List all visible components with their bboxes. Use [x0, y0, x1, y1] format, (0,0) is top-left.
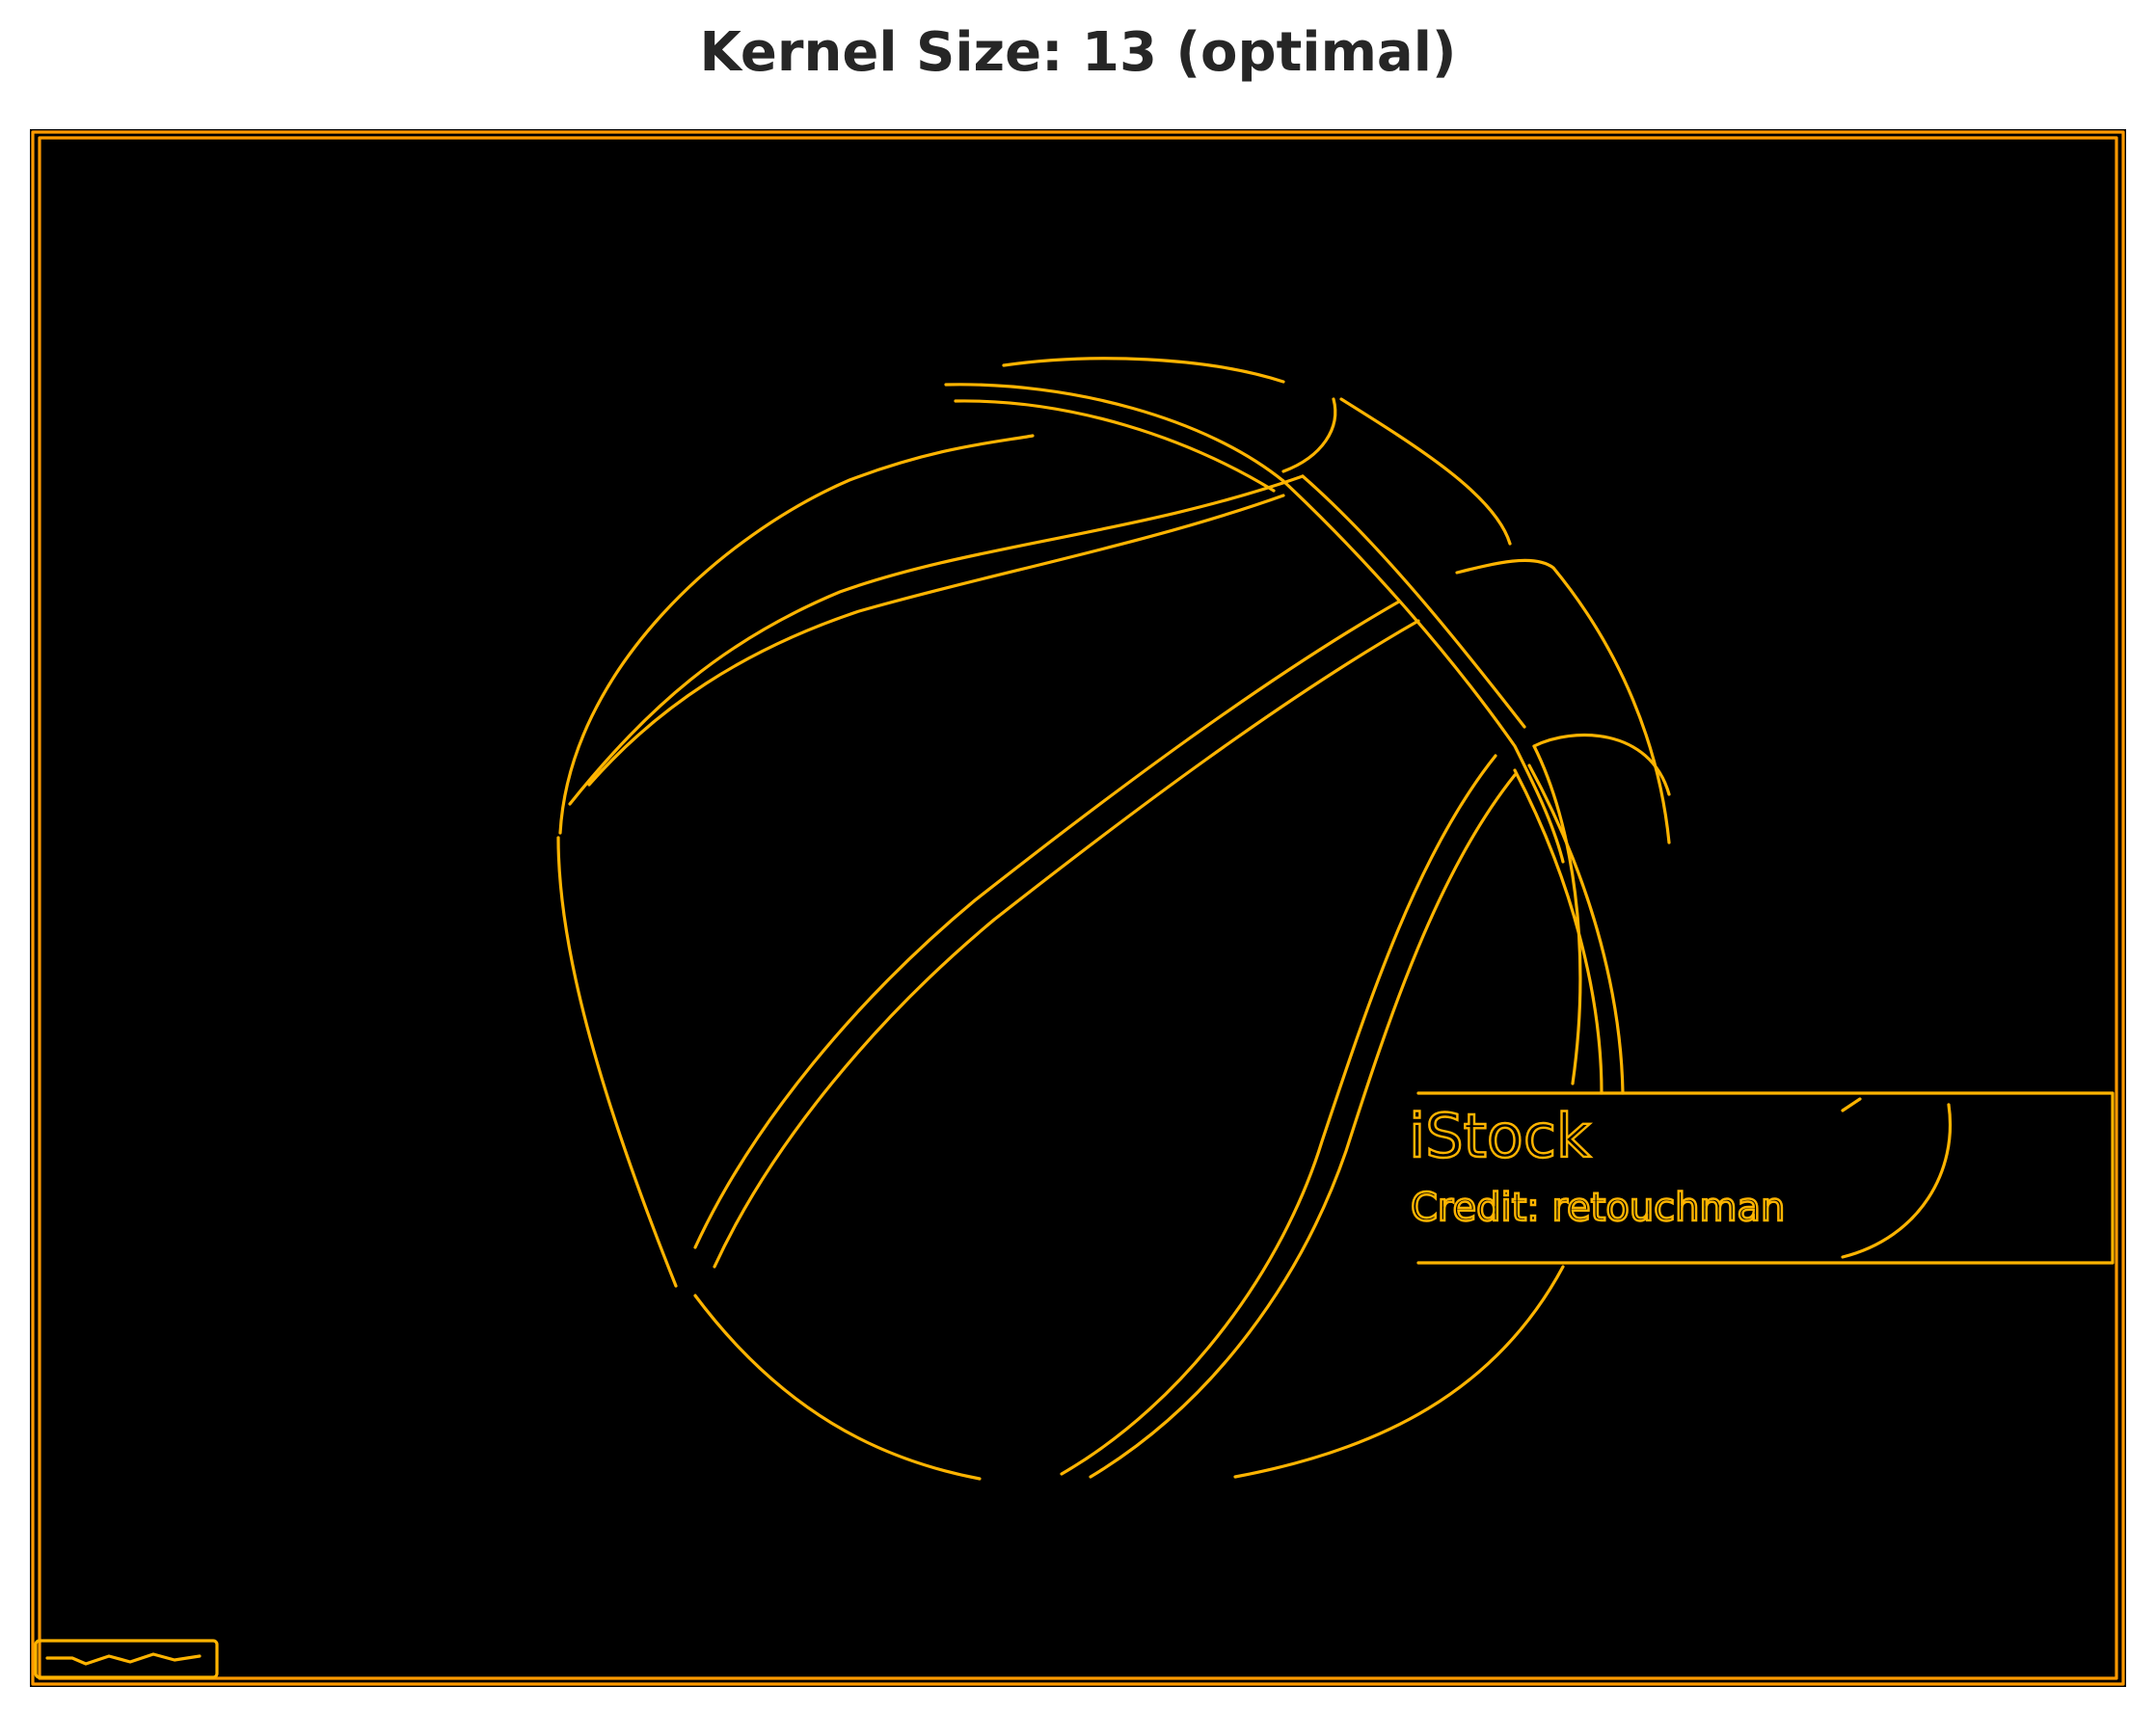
watermark-banner-hook [1841, 1097, 1862, 1112]
seam-lower-s-curve-a [1060, 754, 1497, 1476]
seam-upper-right-curve [1455, 558, 1671, 844]
seam-vertical-mid-b [1301, 474, 1526, 729]
seam-vertical-mid [1281, 479, 1565, 864]
edge-lines [31, 130, 2125, 1686]
watermark-banner-edge [1416, 1091, 2115, 1265]
seam-right-arc [1532, 733, 1671, 796]
figure-title: Kernel Size: 13 (optimal) [699, 21, 1457, 84]
seam-diagonal-upper [693, 600, 1401, 1249]
seam-left-band-b [587, 494, 1285, 787]
edge-detection-image: iStock Credit: retouchman [30, 129, 2126, 1687]
seam-top-curve-b [954, 399, 1276, 493]
ball-outline-right [1532, 744, 1582, 1085]
image-border-edge [31, 130, 2125, 1686]
ball-outline-bottom-right [1233, 1265, 1565, 1479]
corner-stamp-edge [34, 1639, 219, 1679]
seam-diagonal-lower [713, 619, 1420, 1269]
seam-right-vertical-b [1527, 763, 1625, 1095]
ball-outline-upper-left [558, 434, 1035, 835]
watermark-banner-curve [1841, 1103, 1953, 1259]
image-inner-border-edge [38, 136, 2118, 1680]
edge-map: iStock Credit: retouchman [31, 130, 2125, 1686]
seam-left-band-a [568, 474, 1305, 806]
watermark-brand-edge: iStock [1409, 1101, 1591, 1171]
watermark-credit-edge: Credit: retouchman [1411, 1186, 1785, 1230]
seam-lower-s-curve-b [1089, 773, 1517, 1479]
seam-top-curve-a [944, 383, 1285, 483]
ball-outline-left [556, 836, 678, 1288]
ball-outline-top-right [1339, 397, 1512, 546]
seam-right-vertical [1513, 768, 1604, 1095]
ball-outline-top [1002, 357, 1285, 384]
corner-stamp-inner-edge [45, 1652, 202, 1666]
ball-outline-bottom [693, 1294, 982, 1481]
seam-top-right-small [1281, 397, 1337, 473]
